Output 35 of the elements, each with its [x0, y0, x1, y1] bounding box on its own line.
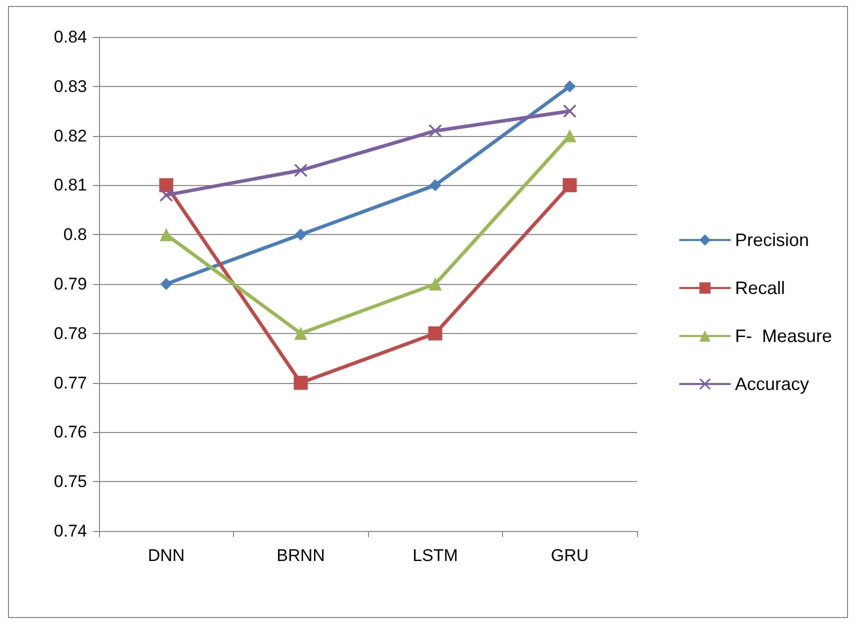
y-tick-label: 0.83 [54, 76, 87, 96]
point [563, 129, 576, 142]
legend-label: Accuracy [734, 374, 810, 394]
point [428, 326, 442, 340]
legend-label: Recall [734, 278, 786, 298]
y-tick-label: 0.84 [54, 28, 87, 46]
y-tick-label: 0.79 [54, 274, 87, 294]
point [294, 228, 307, 241]
point [294, 376, 308, 390]
point [428, 278, 442, 290]
x-tick-label: DNN [148, 546, 185, 565]
point [429, 179, 442, 192]
legend-label: F- Measure [734, 326, 832, 346]
legend-label: Precision [734, 230, 810, 250]
y-tick-label: 0.8 [63, 225, 87, 244]
x-tick-label: LSTM [412, 546, 458, 565]
y-tick-label: 0.78 [54, 324, 87, 343]
point [160, 228, 173, 242]
point [159, 178, 174, 192]
point [562, 178, 577, 192]
point [428, 124, 442, 138]
point [160, 188, 173, 202]
point [294, 164, 308, 177]
x-tick-label: GRU [550, 546, 589, 565]
y-tick-label: 0.76 [54, 422, 87, 442]
point [294, 326, 308, 340]
y-tick-label: 0.77 [54, 373, 87, 392]
point [563, 104, 576, 118]
y-tick-label: 0.75 [54, 472, 87, 492]
point [160, 278, 172, 290]
point [564, 80, 576, 92]
y-tick-label: 0.81 [54, 176, 87, 195]
y-tick-label: 0.74 [54, 522, 87, 540]
x-tick-label: BRNN [276, 546, 325, 565]
y-tick-label: 0.82 [54, 126, 87, 146]
